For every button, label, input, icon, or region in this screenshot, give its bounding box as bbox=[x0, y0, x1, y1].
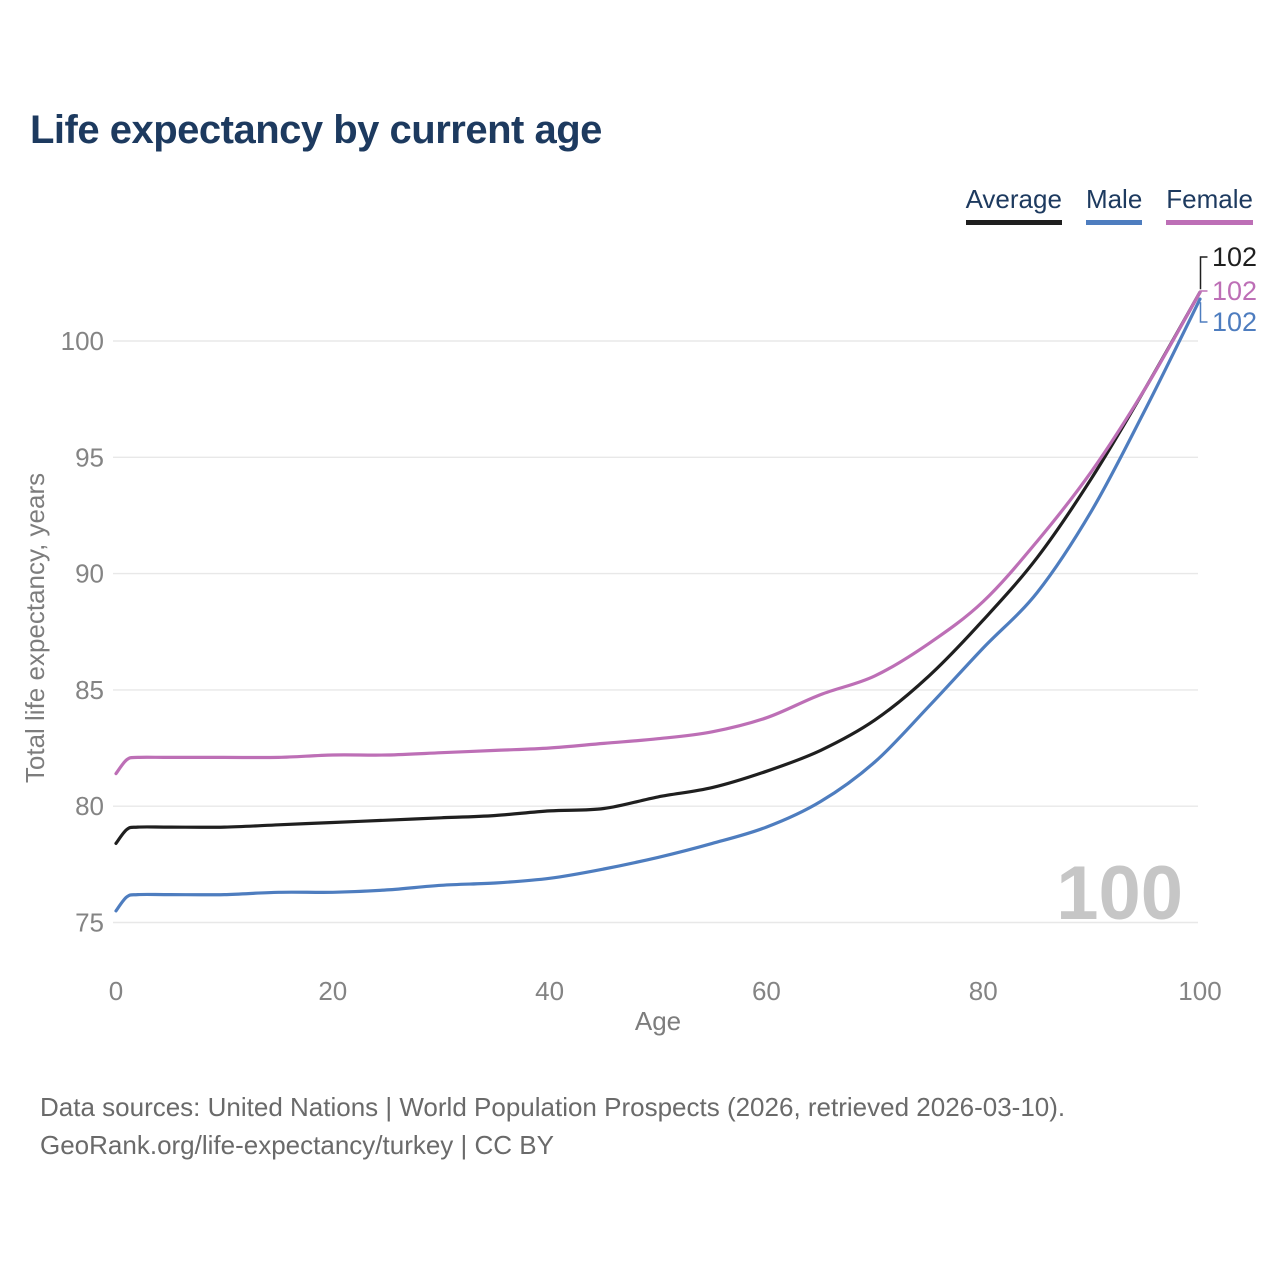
y-tick-label: 100 bbox=[61, 326, 104, 356]
chart-legend: Average Male Female bbox=[965, 184, 1253, 225]
source-attribution: Data sources: United Nations | World Pop… bbox=[40, 1088, 1065, 1164]
legend-item-female[interactable]: Female bbox=[1166, 184, 1253, 225]
license-line: GeoRank.org/life-expectancy/turkey | CC … bbox=[40, 1130, 554, 1160]
legend-label-female: Female bbox=[1166, 184, 1253, 214]
end-label-female: 102 bbox=[1212, 276, 1257, 306]
series-line-female[interactable] bbox=[114, 290, 1202, 776]
x-tick-label: 80 bbox=[969, 976, 998, 1006]
y-tick-label: 90 bbox=[75, 559, 104, 589]
y-tick-label: 75 bbox=[75, 908, 104, 938]
end-label-callout-average bbox=[1199, 256, 1208, 290]
legend-label-average: Average bbox=[965, 184, 1062, 214]
y-tick-label: 95 bbox=[75, 442, 104, 472]
age-watermark: 100 bbox=[1056, 851, 1183, 936]
page-title: Life expectancy by current age bbox=[30, 108, 602, 152]
y-tick-label: 80 bbox=[75, 791, 104, 821]
data-source-line: Data sources: United Nations | World Pop… bbox=[40, 1092, 1066, 1122]
x-tick-label: 40 bbox=[535, 976, 564, 1006]
x-axis-title: Age bbox=[635, 1006, 681, 1036]
end-label-average: 102 bbox=[1212, 242, 1257, 272]
end-label-male: 102 bbox=[1212, 307, 1257, 337]
series-line-male[interactable] bbox=[114, 297, 1202, 913]
x-tick-label: 0 bbox=[109, 976, 123, 1006]
x-tick-label: 60 bbox=[752, 976, 781, 1006]
series-line-average[interactable] bbox=[114, 290, 1202, 845]
y-axis-title: Total life expectancy, years bbox=[20, 473, 50, 783]
end-label-callout-male bbox=[1199, 302, 1208, 323]
y-tick-label: 85 bbox=[75, 675, 104, 705]
x-tick-label: 100 bbox=[1178, 976, 1221, 1006]
legend-item-average[interactable]: Average bbox=[965, 184, 1062, 225]
legend-label-male: Male bbox=[1085, 184, 1143, 214]
legend-item-male[interactable]: Male bbox=[1085, 184, 1143, 225]
x-tick-label: 20 bbox=[318, 976, 347, 1006]
